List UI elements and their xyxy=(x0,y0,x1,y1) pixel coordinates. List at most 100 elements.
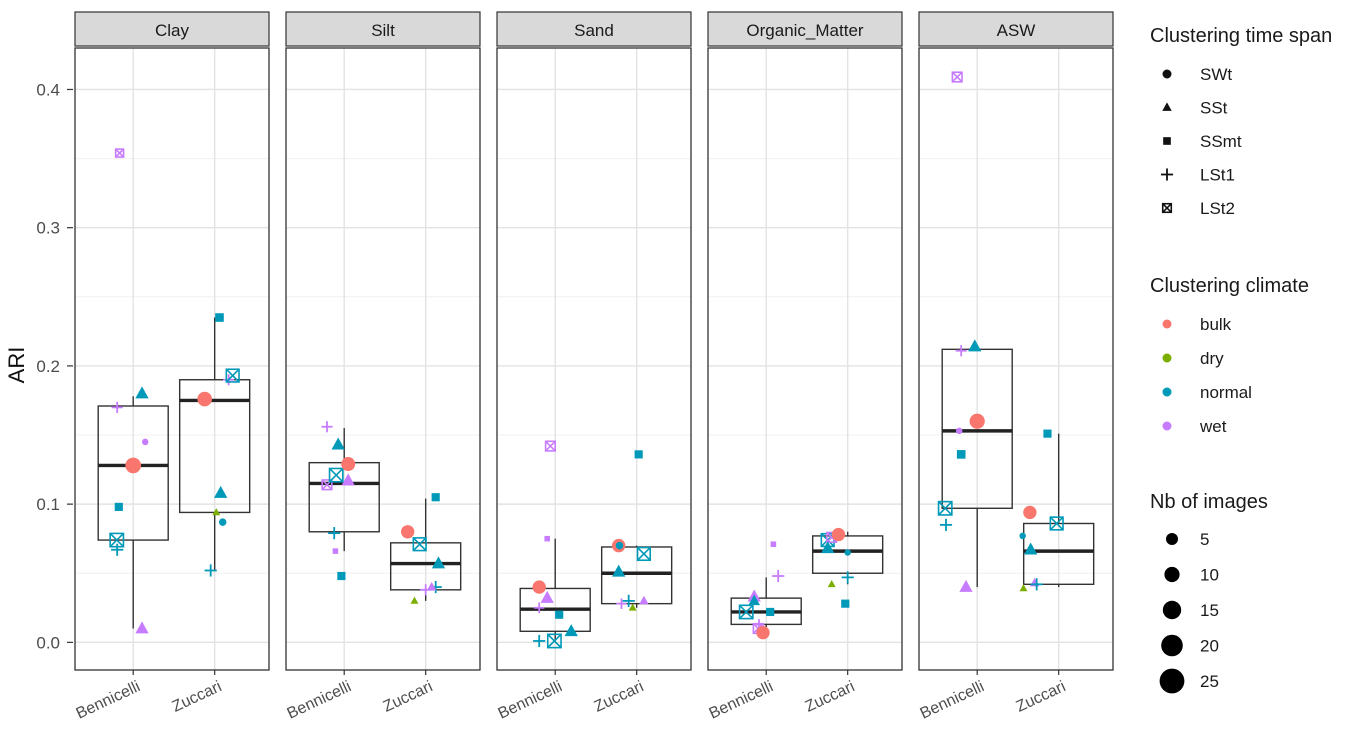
panels-layer: Clay Bennicelli Zuccari Silt Bennicelli Zucca… xyxy=(74,11,1114,723)
panel-clay: Clay Bennicelli Zuccari xyxy=(74,11,270,723)
point-circle xyxy=(844,549,851,556)
point-square xyxy=(766,607,775,617)
point-square xyxy=(555,610,564,619)
legend-color-label: wet xyxy=(1199,417,1227,436)
legend-color-swatch xyxy=(1162,387,1172,397)
legend-color-title: Clustering climate xyxy=(1150,275,1309,297)
point-circle xyxy=(955,427,963,435)
point-squarex-d2 xyxy=(328,467,344,483)
legend-size-swatch xyxy=(1166,533,1178,545)
point-triangle xyxy=(968,339,982,352)
point-squarex-box xyxy=(738,604,754,620)
point-squarex-d2 xyxy=(937,501,953,516)
point-square xyxy=(332,548,339,554)
legend-color-swatch xyxy=(1162,421,1172,431)
x-tick-label: Bennicelli xyxy=(707,678,776,722)
point-square xyxy=(431,493,440,502)
point-squarex-box xyxy=(321,479,333,491)
point-triangle xyxy=(426,581,437,591)
point-square xyxy=(215,313,224,322)
panel-background xyxy=(497,48,691,670)
point-squarex-d2 xyxy=(115,148,125,158)
facet-strip xyxy=(496,11,692,47)
legend-color-label: bulk xyxy=(1200,315,1232,334)
x-tick-label: Bennicelli xyxy=(74,678,143,722)
facet-strip xyxy=(285,11,481,47)
point-triangle xyxy=(135,386,149,399)
point-triangle xyxy=(1162,102,1172,111)
point-square xyxy=(1043,429,1052,438)
point-squarex-box xyxy=(1161,202,1173,214)
point-squarex-d2 xyxy=(545,440,556,452)
point-square xyxy=(770,541,777,547)
point-squarex-box xyxy=(546,633,562,649)
point-circle xyxy=(1019,532,1026,540)
point-squarex-d2 xyxy=(636,546,651,561)
point-squarex-d2 xyxy=(412,537,427,552)
point-triangle xyxy=(564,624,578,637)
point-squarex-box xyxy=(1049,516,1064,531)
point-triangle xyxy=(331,437,345,450)
y-tick-label: 0.3 xyxy=(36,219,60,238)
point-circle xyxy=(218,518,227,526)
point-circle xyxy=(1162,69,1172,79)
legend-layer: Clustering time span SWt SSt SSmt LSt1 LSt2 Cl… xyxy=(1150,25,1332,694)
box-bennicelli xyxy=(519,538,591,643)
legend-size-swatch xyxy=(1161,634,1183,657)
point-squarex-box xyxy=(951,71,963,83)
panel-background xyxy=(286,48,480,670)
point-triangle xyxy=(212,508,221,516)
legend-size-swatch xyxy=(1159,668,1185,694)
panel-border xyxy=(285,47,481,671)
panel-silt: Silt Bennicelli Zuccari xyxy=(285,11,481,723)
point-squarex-d2 xyxy=(547,633,562,649)
legend-color-swatch xyxy=(1162,353,1172,363)
point-triangle xyxy=(748,594,761,606)
point-triangle xyxy=(214,485,228,498)
legend-size-label: 5 xyxy=(1200,530,1209,549)
box-iqr xyxy=(600,546,673,605)
panel-border xyxy=(707,47,903,671)
point-circle xyxy=(141,438,149,446)
point-square xyxy=(956,450,966,459)
x-tick-label: Zuccari xyxy=(803,678,858,716)
point-triangle xyxy=(628,603,637,611)
point-circle xyxy=(341,457,356,472)
point-circle xyxy=(532,580,546,594)
point-circle xyxy=(615,541,624,550)
panel-background xyxy=(75,48,269,670)
x-tick-label: Zuccari xyxy=(381,678,436,716)
point-triangle xyxy=(959,579,973,592)
point-squarex-d2 xyxy=(738,604,754,620)
y-tick-label: 0.2 xyxy=(36,357,60,376)
point-squarex-d2 xyxy=(820,533,835,547)
legend-size-label: 15 xyxy=(1200,601,1219,620)
panel-sand: Sand Bennicelli Zuccari xyxy=(496,11,692,723)
x-tick-label: Zuccari xyxy=(592,678,647,716)
point-squarex-d2 xyxy=(951,71,963,83)
point-triangle xyxy=(821,541,835,554)
panel-border xyxy=(496,47,692,671)
x-tick-label: Zuccari xyxy=(170,678,225,716)
point-squarex-box xyxy=(114,148,125,158)
point-circle xyxy=(1023,505,1037,520)
point-triangle xyxy=(639,595,649,605)
point-square xyxy=(114,502,123,511)
x-tick-label: Bennicelli xyxy=(285,678,354,722)
legend-shape-title: Clustering time span xyxy=(1150,25,1332,47)
point-triangle xyxy=(341,473,355,486)
legend-color-label: normal xyxy=(1200,383,1252,402)
y-tick-label: 0.4 xyxy=(36,80,60,99)
legend-size-label: 10 xyxy=(1200,566,1219,585)
facet-strip xyxy=(918,11,1114,47)
facet-strip-label: Sand xyxy=(574,21,614,40)
point-squarex-box xyxy=(937,500,953,516)
point-triangle xyxy=(612,564,626,577)
panel-border xyxy=(918,47,1114,671)
legend-size-swatch xyxy=(1162,600,1182,620)
point-square xyxy=(841,599,850,608)
legend-size-label: 25 xyxy=(1200,672,1219,691)
point-squarex-d2 xyxy=(1049,516,1064,531)
point-squarex-box xyxy=(544,440,557,452)
